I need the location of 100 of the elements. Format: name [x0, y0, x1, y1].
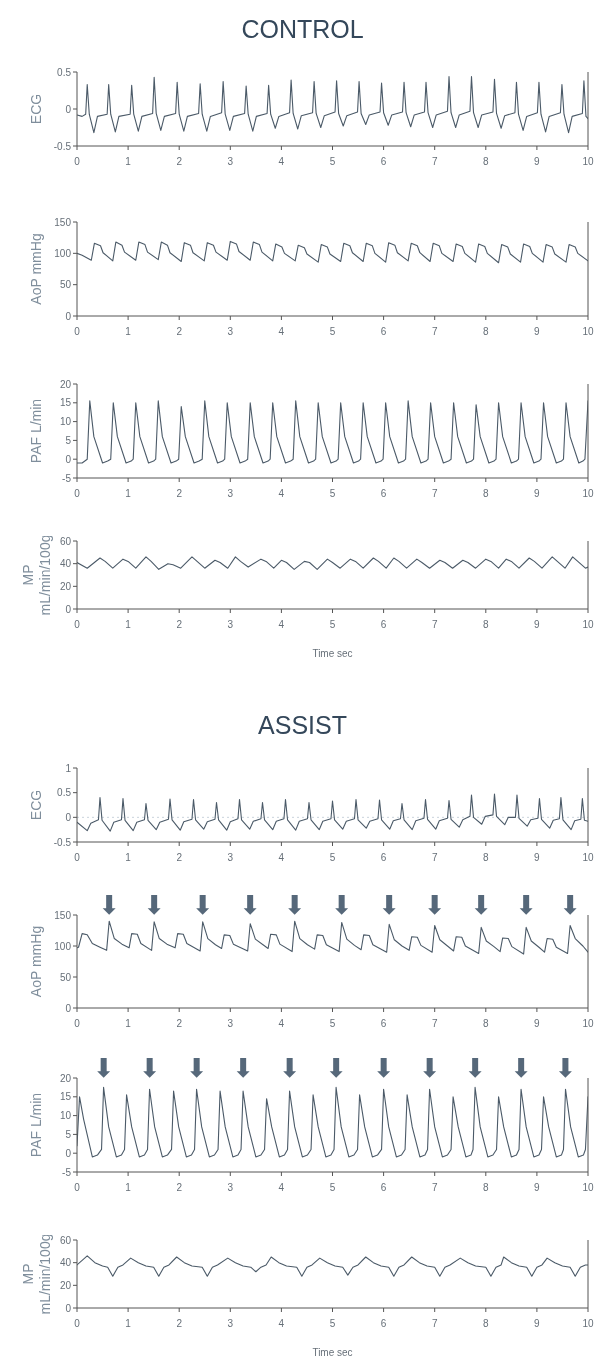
y-tick-label: 50	[59, 971, 72, 983]
x-tick-label: 1	[125, 326, 132, 338]
y-tick-label: -0.5	[53, 836, 72, 848]
y-axis-title: PAF L/min	[28, 1092, 44, 1158]
x-tick-label: 8	[483, 326, 490, 338]
x-tick-label: 9	[534, 1018, 541, 1030]
x-tick-label: 3	[227, 488, 234, 500]
x-tick-label: 1	[125, 156, 132, 168]
x-tick-label: 3	[227, 1318, 234, 1330]
x-tick-label: 5	[329, 1182, 336, 1194]
x-tick-label: 4	[278, 326, 285, 338]
y-tick-label: -0.5	[53, 140, 72, 152]
y-tick-label: 0	[65, 310, 72, 322]
y-tick-label: 15	[59, 397, 72, 409]
y-axis-title: MP mL/min/100g	[19, 534, 53, 616]
y-tick-label: 0	[65, 1302, 72, 1314]
annotation: ⬇	[515, 890, 538, 920]
y-tick-label: 20	[59, 378, 72, 390]
x-tick-label: 6	[380, 488, 387, 500]
x-tick-label: 10	[582, 488, 594, 500]
x-tick-label: 5	[329, 488, 336, 500]
y-tick-label: 100	[54, 940, 72, 952]
x-tick-label: 8	[483, 619, 490, 631]
x-tick-label: 1	[125, 1318, 132, 1330]
x-tick-label: 10	[582, 619, 594, 631]
y-tick-label: 0	[65, 1147, 72, 1159]
x-tick-label: 1	[125, 852, 132, 864]
x-tick-label: 0	[74, 852, 81, 864]
annotation: ⬇	[330, 890, 353, 920]
y-axis-title: AoP mmHg	[28, 925, 44, 998]
x-tick-label: 7	[431, 1182, 438, 1194]
x-tick-label: 8	[483, 488, 490, 500]
x-tick-label: 8	[483, 852, 490, 864]
x-tick-label: 9	[534, 619, 541, 631]
y-tick-label: 60	[59, 1234, 72, 1246]
x-tick-label: 4	[278, 619, 285, 631]
x-tick-label: 5	[329, 1318, 336, 1330]
y-tick-label: 5	[65, 1128, 72, 1140]
x-tick-label: 6	[380, 156, 387, 168]
x-axis-title: Time sec	[312, 1347, 353, 1358]
y-tick-label: -5	[62, 1166, 72, 1178]
x-tick-label: 6	[380, 852, 387, 864]
annotation: ⬇	[98, 890, 121, 920]
y-tick-label: 15	[59, 1091, 72, 1103]
x-tick-label: 5	[329, 619, 336, 631]
x-tick-label: 2	[176, 619, 183, 631]
x-tick-label: 8	[483, 1018, 490, 1030]
x-tick-label: 10	[582, 326, 594, 338]
x-tick-label: 0	[74, 619, 81, 631]
annotation: ⬇	[239, 890, 262, 920]
x-tick-label: 9	[534, 326, 541, 338]
y-tick-label: 10	[59, 416, 72, 428]
x-tick-label: 7	[431, 488, 438, 500]
x-tick-label: 4	[278, 488, 285, 500]
x-tick-label: 9	[534, 852, 541, 864]
x-tick-label: 10	[582, 1318, 594, 1330]
annotation: ⬇	[510, 1053, 532, 1083]
x-tick-label: 9	[534, 1318, 541, 1330]
x-tick-label: 7	[431, 619, 438, 631]
x-tick-label: 4	[278, 1018, 285, 1030]
y-tick-label: 0	[65, 453, 72, 465]
x-tick-label: 6	[380, 326, 387, 338]
y-tick-label: 0.5	[57, 66, 72, 78]
x-tick-label: 10	[582, 1182, 594, 1194]
annotation: ⬇	[423, 890, 446, 920]
x-tick-label: 2	[176, 1182, 183, 1194]
x-tick-label: 1	[125, 1182, 132, 1194]
x-tick-label: 7	[431, 1318, 438, 1330]
annotation: ⬇	[232, 1053, 254, 1083]
y-tick-label: 100	[54, 247, 72, 259]
x-tick-label: 8	[483, 1182, 490, 1194]
y-tick-label: 150	[54, 216, 72, 228]
x-tick-label: 3	[227, 619, 234, 631]
x-tick-label: 0	[74, 1018, 81, 1030]
y-tick-label: 20	[59, 1279, 72, 1291]
annotation: ⬇	[325, 1053, 347, 1083]
y-tick-label: 60	[59, 535, 72, 547]
x-axis-title: Time sec	[312, 648, 353, 659]
y-axis-title: ECG	[28, 93, 44, 125]
annotation: ⬇	[278, 1053, 301, 1083]
y-tick-label: 20	[59, 1072, 72, 1084]
line-series	[77, 1255, 588, 1277]
x-tick-label: 5	[329, 326, 336, 338]
x-tick-label: 5	[329, 156, 336, 168]
y-tick-label: 5	[65, 434, 72, 446]
x-tick-label: 10	[582, 852, 594, 864]
x-tick-label: 10	[582, 1018, 594, 1030]
x-tick-label: 7	[431, 1018, 438, 1030]
x-tick-label: 7	[431, 852, 438, 864]
y-tick-label: 0.5	[57, 787, 72, 799]
x-tick-label: 3	[227, 852, 234, 864]
x-tick-label: 0	[74, 1318, 81, 1330]
line-series	[77, 240, 588, 264]
annotation: ⬇	[138, 1053, 161, 1083]
x-tick-label: 7	[431, 156, 438, 168]
annotation: ⬇	[283, 890, 306, 920]
x-tick-label: 2	[176, 326, 183, 338]
x-tick-label: 8	[483, 1318, 490, 1330]
x-tick-label: 9	[534, 488, 541, 500]
annotation: ⬇	[559, 890, 582, 920]
